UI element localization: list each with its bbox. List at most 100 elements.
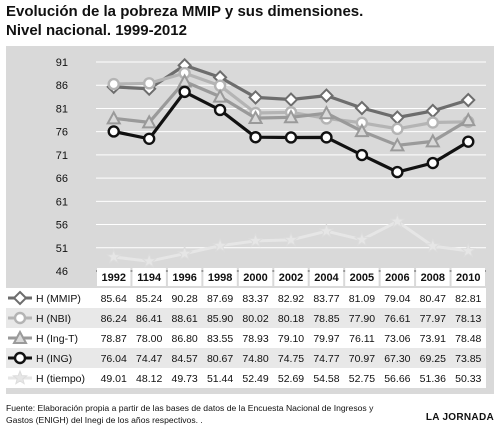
data-label: 52.49 (242, 373, 268, 385)
y-tick-label: 76 (56, 127, 68, 139)
data-label: 78.93 (242, 333, 268, 345)
data-point-h-nbi (426, 116, 440, 129)
data-point-h-ing (320, 131, 333, 144)
year-header-cell (167, 268, 202, 286)
table-row (6, 288, 486, 308)
data-point-h-nbi (107, 77, 120, 91)
data-point-h-ing (142, 132, 156, 145)
data-label: 76.61 (384, 313, 410, 325)
legend-label: H (NBI) (36, 313, 71, 325)
data-point-h-ing (178, 85, 191, 99)
data-point-h-tiempo (247, 232, 264, 248)
data-label: 77.90 (349, 313, 375, 325)
year-header-cell (274, 268, 308, 286)
data-point-h-nbi (391, 122, 404, 136)
data-point-h-ing-t (141, 114, 157, 129)
x-tick-label: 1992 (101, 272, 125, 284)
x-tick-label: 1996 (172, 272, 196, 284)
data-label: 80.67 (207, 353, 233, 365)
y-tick-label: 81 (56, 103, 68, 115)
data-label: 73.85 (455, 353, 481, 365)
year-header-cell (203, 268, 237, 286)
data-label: 83.55 (207, 333, 233, 345)
x-tick-label: 1998 (208, 272, 232, 284)
data-label: 81.09 (349, 293, 375, 305)
chart-title-line-1: Evolución de la pobreza MMIP y sus dimen… (6, 3, 364, 20)
data-point-h-ing (391, 165, 404, 179)
table-row (6, 368, 486, 388)
data-label: 80.47 (420, 293, 446, 305)
table-row (6, 348, 486, 368)
data-label: 78.87 (101, 333, 127, 345)
data-point-h-ing (426, 156, 440, 170)
year-header-cell (97, 268, 131, 286)
data-point-h-ing-t (318, 105, 335, 120)
data-label: 78.00 (136, 333, 162, 345)
year-header-cell (451, 268, 485, 286)
data-point-h-tiempo (176, 245, 193, 261)
data-point-h-tiempo (460, 242, 477, 258)
data-point-h-mmip (283, 92, 299, 107)
data-point-h-ing-t (212, 88, 228, 103)
data-label: 73.06 (384, 333, 410, 345)
data-label: 70.97 (349, 353, 375, 365)
x-tick-label: 1194 (137, 272, 162, 284)
year-header-cell (345, 268, 379, 286)
data-label: 85.90 (207, 313, 233, 325)
data-label: 74.47 (136, 353, 162, 365)
data-point-h-nbi (142, 77, 156, 90)
legend-label: H (MMIP) (36, 293, 81, 305)
chart-title: Evolución de la pobreza MMIP y sus dimen… (6, 2, 496, 40)
legend-marker (12, 369, 28, 385)
legend-label: H (ING) (36, 353, 72, 365)
data-point-h-tiempo (424, 237, 441, 253)
table-row (6, 328, 486, 348)
data-label: 85.64 (101, 293, 127, 305)
data-label: 82.92 (278, 293, 304, 305)
data-point-h-ing (355, 148, 369, 162)
chart-title-line-2: Nivel nacional. 1999-2012 (6, 22, 187, 39)
data-label: 79.10 (278, 333, 304, 345)
data-point-h-ing-t (460, 112, 476, 127)
data-label: 76.11 (349, 333, 375, 345)
data-label: 74.75 (278, 353, 304, 365)
data-label: 80.18 (278, 313, 304, 325)
data-label: 74.80 (242, 353, 268, 365)
data-point-h-ing-t (106, 110, 122, 125)
legend-marker (12, 290, 28, 306)
data-label: 54.58 (313, 373, 339, 385)
y-tick-label: 66 (56, 173, 68, 185)
data-point-h-tiempo (353, 231, 370, 247)
y-tick-label: 46 (56, 266, 68, 278)
data-point-h-tiempo (283, 231, 299, 247)
x-tick-label: 2000 (243, 272, 267, 284)
data-label: 49.01 (101, 373, 127, 385)
table-row (6, 308, 486, 328)
year-header-cell (416, 268, 450, 286)
data-label: 67.30 (384, 353, 410, 365)
data-label: 84.57 (171, 353, 197, 365)
legend-marker (13, 351, 27, 365)
data-point-h-ing (462, 135, 475, 148)
data-label: 85.24 (136, 293, 162, 305)
data-label: 56.66 (384, 373, 410, 385)
data-label: 74.77 (313, 353, 339, 365)
data-label: 73.91 (420, 333, 446, 345)
legend-marker (12, 329, 28, 344)
data-label: 83.77 (313, 293, 339, 305)
data-point-h-tiempo (212, 237, 229, 253)
x-tick-label: 2010 (456, 272, 480, 284)
data-label: 52.69 (278, 373, 304, 385)
data-label: 49.73 (171, 373, 197, 385)
data-label: 77.97 (420, 313, 446, 325)
data-label: 83.37 (242, 293, 268, 305)
y-tick-label: 86 (56, 80, 68, 92)
year-header-cell (380, 268, 415, 286)
legend-label: H (tiempo) (36, 373, 85, 385)
data-point-h-ing (107, 125, 120, 138)
data-point-h-mmip (460, 92, 476, 108)
data-label: 80.02 (242, 313, 268, 325)
data-point-h-tiempo (105, 248, 122, 264)
data-label: 82.81 (455, 293, 481, 305)
data-label: 69.25 (420, 353, 446, 365)
